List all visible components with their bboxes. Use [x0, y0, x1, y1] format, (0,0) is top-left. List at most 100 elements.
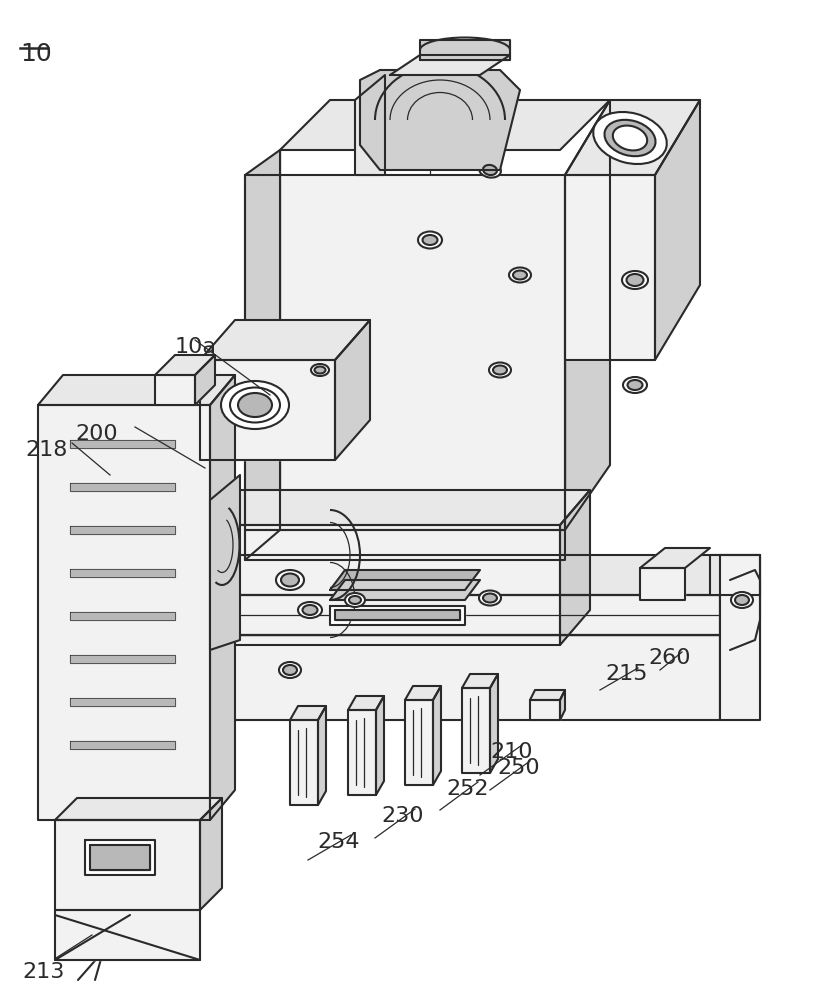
Polygon shape [719, 595, 759, 720]
Ellipse shape [221, 381, 288, 429]
Polygon shape [185, 555, 759, 595]
Ellipse shape [478, 162, 500, 178]
Ellipse shape [509, 267, 531, 282]
Polygon shape [70, 440, 174, 448]
Ellipse shape [730, 592, 752, 608]
Polygon shape [200, 320, 369, 360]
Ellipse shape [422, 235, 437, 245]
Polygon shape [405, 686, 441, 700]
Ellipse shape [314, 366, 325, 373]
Polygon shape [318, 706, 326, 805]
Polygon shape [70, 655, 174, 663]
Polygon shape [185, 595, 224, 720]
Polygon shape [335, 320, 369, 460]
Ellipse shape [310, 364, 328, 376]
Polygon shape [390, 55, 509, 75]
Ellipse shape [278, 662, 301, 678]
Ellipse shape [622, 271, 647, 289]
Text: 10: 10 [20, 42, 52, 66]
Polygon shape [329, 570, 479, 590]
Ellipse shape [345, 593, 364, 607]
Ellipse shape [238, 393, 272, 417]
Text: 252: 252 [446, 779, 488, 799]
Ellipse shape [297, 602, 322, 618]
Polygon shape [654, 100, 699, 360]
Ellipse shape [604, 120, 654, 156]
Polygon shape [210, 475, 240, 650]
Ellipse shape [592, 112, 666, 164]
Text: 210: 210 [490, 742, 532, 762]
Polygon shape [210, 490, 590, 525]
Polygon shape [185, 595, 759, 635]
Polygon shape [709, 555, 759, 595]
Polygon shape [355, 75, 385, 175]
Ellipse shape [478, 590, 500, 605]
Polygon shape [559, 690, 564, 720]
Ellipse shape [276, 570, 304, 590]
Polygon shape [419, 40, 509, 60]
Polygon shape [279, 100, 609, 150]
Ellipse shape [734, 595, 748, 605]
Polygon shape [70, 612, 174, 620]
Polygon shape [329, 580, 479, 600]
Text: 230: 230 [381, 806, 423, 826]
Text: 10a: 10a [174, 337, 217, 357]
Polygon shape [564, 100, 699, 175]
Polygon shape [245, 530, 564, 560]
Polygon shape [195, 355, 215, 405]
Ellipse shape [418, 232, 441, 248]
Polygon shape [347, 696, 383, 710]
Polygon shape [559, 490, 590, 645]
Text: 254: 254 [317, 832, 359, 852]
Ellipse shape [302, 605, 317, 615]
Ellipse shape [482, 165, 496, 175]
Polygon shape [200, 360, 335, 460]
Ellipse shape [349, 596, 360, 604]
Polygon shape [529, 700, 559, 720]
Polygon shape [210, 375, 235, 820]
Polygon shape [405, 700, 432, 785]
Polygon shape [329, 606, 464, 625]
Text: 213: 213 [22, 962, 65, 982]
Polygon shape [364, 120, 505, 165]
Polygon shape [347, 710, 376, 795]
Polygon shape [432, 686, 441, 785]
Polygon shape [155, 375, 195, 405]
Polygon shape [564, 175, 654, 360]
Polygon shape [360, 70, 519, 170]
Ellipse shape [627, 380, 642, 390]
Polygon shape [70, 741, 174, 749]
Polygon shape [70, 483, 174, 491]
Text: 250: 250 [496, 758, 539, 778]
Polygon shape [55, 798, 222, 820]
Text: 200: 200 [75, 424, 117, 444]
Polygon shape [200, 798, 222, 910]
Polygon shape [335, 610, 459, 620]
Polygon shape [185, 635, 719, 720]
Polygon shape [719, 555, 759, 720]
Polygon shape [210, 525, 559, 645]
Polygon shape [376, 696, 383, 795]
Ellipse shape [513, 270, 527, 279]
Polygon shape [70, 569, 174, 577]
Polygon shape [639, 568, 684, 600]
Polygon shape [38, 405, 210, 820]
Polygon shape [55, 910, 200, 960]
Text: 215: 215 [604, 664, 647, 684]
Ellipse shape [626, 274, 643, 286]
Polygon shape [245, 175, 564, 530]
Ellipse shape [488, 362, 510, 377]
Ellipse shape [229, 387, 279, 422]
Ellipse shape [283, 665, 296, 675]
Polygon shape [70, 526, 174, 534]
Polygon shape [290, 720, 318, 805]
Ellipse shape [622, 377, 646, 393]
Polygon shape [719, 555, 759, 635]
Polygon shape [245, 150, 279, 560]
Polygon shape [461, 674, 497, 688]
Ellipse shape [482, 593, 496, 602]
Ellipse shape [492, 365, 506, 374]
Ellipse shape [612, 126, 646, 150]
Polygon shape [90, 845, 150, 870]
Polygon shape [564, 100, 609, 530]
